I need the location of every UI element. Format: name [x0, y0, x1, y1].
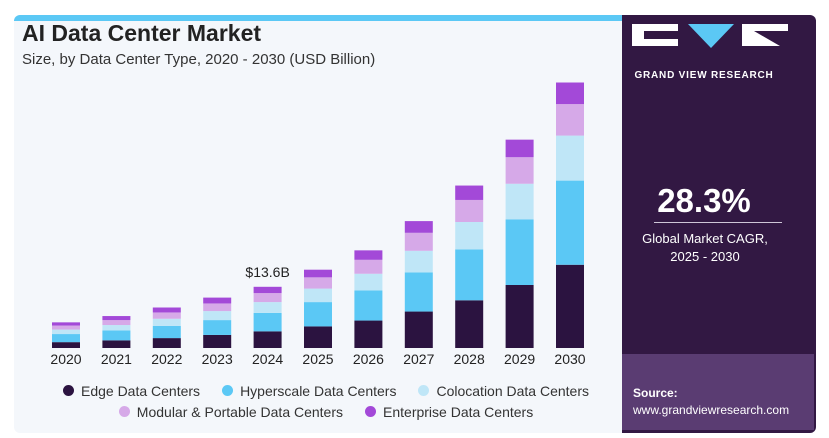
x-tick-label: 2027 [403, 351, 434, 367]
x-tick-label: 2023 [202, 351, 233, 367]
legend-label: Edge Data Centers [80, 382, 201, 399]
bar-segment-2023-5 [203, 297, 232, 304]
bar-segment-2027-1 [404, 311, 433, 348]
grand-view-research-logo [632, 24, 788, 48]
x-tick-label: 2022 [151, 351, 182, 367]
bar-segment-2022-4 [152, 312, 181, 319]
legend-swatch [62, 385, 74, 396]
bar-segment-2029-3 [505, 183, 534, 220]
legend-item-enterprise: Enterprise Data Centers [365, 404, 533, 420]
bar-segment-2020-5 [52, 322, 80, 326]
legend-label: Colocation Data Centers [436, 382, 589, 399]
source-link[interactable]: www.grandviewresearch.com [633, 403, 790, 417]
legend-swatch [418, 385, 430, 396]
bar-segment-2025-5 [304, 269, 332, 278]
bar-segment-2024-4 [253, 293, 282, 303]
chart-title: AI Data Center Market [22, 20, 262, 46]
source-title: Source: [633, 386, 678, 400]
legend-item-modular: Modular & Portable Data Centers [118, 403, 344, 420]
chart-subtitle: Size, by Data Center Type, 2020 - 2030 (… [22, 51, 376, 68]
x-tick-label: 2029 [504, 351, 535, 367]
bar-segment-2023-1 [203, 334, 232, 348]
bar-segment-2026-4 [354, 259, 383, 274]
value-annotation: $13.6B [245, 264, 289, 280]
bar-segment-2027-2 [404, 272, 433, 312]
bar-segment-2027-3 [404, 250, 433, 273]
bar-segment-2029-1 [505, 285, 534, 348]
bar-segment-2020-4 [52, 325, 80, 330]
legend-label: Modular & Portable Data Centers [136, 403, 344, 420]
x-tick-label: 2028 [454, 351, 485, 367]
bar-segment-2026-2 [354, 290, 383, 321]
x-tick-label: 2026 [353, 351, 384, 367]
legend-item-edge: Edge Data Centers [62, 382, 201, 399]
bar-segment-2020-3 [52, 329, 80, 335]
bar-segment-2024-2 [253, 312, 282, 332]
bar-segment-2022-5 [152, 307, 181, 313]
legend-swatch [222, 385, 234, 396]
bar-segment-2025-4 [304, 277, 332, 289]
x-tick-label: 2021 [101, 351, 132, 367]
legend-item-hyperscale: Hyperscale Data Centers [222, 383, 396, 399]
bar-segment-2025-1 [304, 326, 332, 348]
bar-segment-2026-3 [354, 273, 383, 291]
bar-segment-2023-2 [203, 320, 232, 335]
legend-label: Enterprise Data Centers [383, 403, 534, 420]
bar-segment-2029-4 [505, 157, 534, 184]
bar-segment-2025-2 [304, 302, 332, 327]
bar-segment-2029-5 [505, 139, 534, 158]
chart-legend: Edge Data Centers Hyperscale Data Center… [46, 380, 606, 422]
x-tick-label: 2024 [252, 351, 283, 367]
bar-segment-2026-5 [354, 250, 383, 260]
bar-segment-2021-3 [102, 325, 131, 331]
bar-segment-2028-5 [455, 185, 484, 200]
x-tick-label: 2020 [50, 351, 81, 367]
accent-bar [14, 15, 622, 21]
bar-segment-2030-4 [556, 104, 584, 136]
bar-segment-2028-3 [455, 222, 484, 250]
bar-segment-2029-2 [505, 219, 534, 285]
cagr-value: 28.3% [657, 182, 751, 219]
bar-segment-2023-4 [203, 303, 232, 312]
bar-segment-2022-2 [152, 325, 181, 339]
brand-name: GRAND VIEW RESEARCH [634, 70, 774, 81]
bar-segment-2030-2 [556, 180, 584, 265]
bar-segment-2020-2 [52, 334, 80, 343]
bar-segment-2022-1 [152, 338, 181, 348]
bar-segment-2024-3 [253, 302, 282, 313]
bar-segment-2028-1 [455, 300, 484, 348]
bar-segment-2030-1 [556, 264, 584, 348]
bar-segment-2021-5 [102, 316, 131, 321]
legend-swatch [118, 406, 130, 417]
bar-segment-2028-4 [455, 199, 484, 222]
divider [654, 222, 782, 223]
legend-label: Hyperscale Data Centers [240, 382, 397, 399]
bar-segment-2024-5 [253, 286, 282, 294]
legend-item-colocation: Colocation Data Centers [418, 383, 589, 399]
bar-segment-2021-1 [102, 340, 131, 348]
bar-segment-2024-1 [253, 331, 282, 348]
legend-swatch [365, 406, 377, 417]
bar-segment-2030-5 [556, 82, 584, 105]
x-tick-label: 2030 [554, 351, 585, 367]
cagr-label: Global Market CAGR, 2025 - 2030 [642, 231, 768, 264]
bar-segment-2028-2 [455, 249, 484, 301]
bar-segment-2022-3 [152, 318, 181, 326]
bar-segment-2026-1 [354, 320, 383, 348]
bar-segment-2020-1 [52, 342, 80, 348]
source-box [622, 354, 814, 430]
bar-segment-2027-4 [404, 232, 433, 251]
bar-segment-2030-3 [556, 135, 584, 181]
bar-segment-2025-3 [304, 288, 332, 303]
x-tick-label: 2025 [302, 351, 333, 367]
bar-segment-2023-3 [203, 311, 232, 321]
bar-segment-2027-5 [404, 221, 433, 233]
bar-segment-2021-4 [102, 320, 131, 326]
bar-segment-2021-2 [102, 330, 131, 341]
